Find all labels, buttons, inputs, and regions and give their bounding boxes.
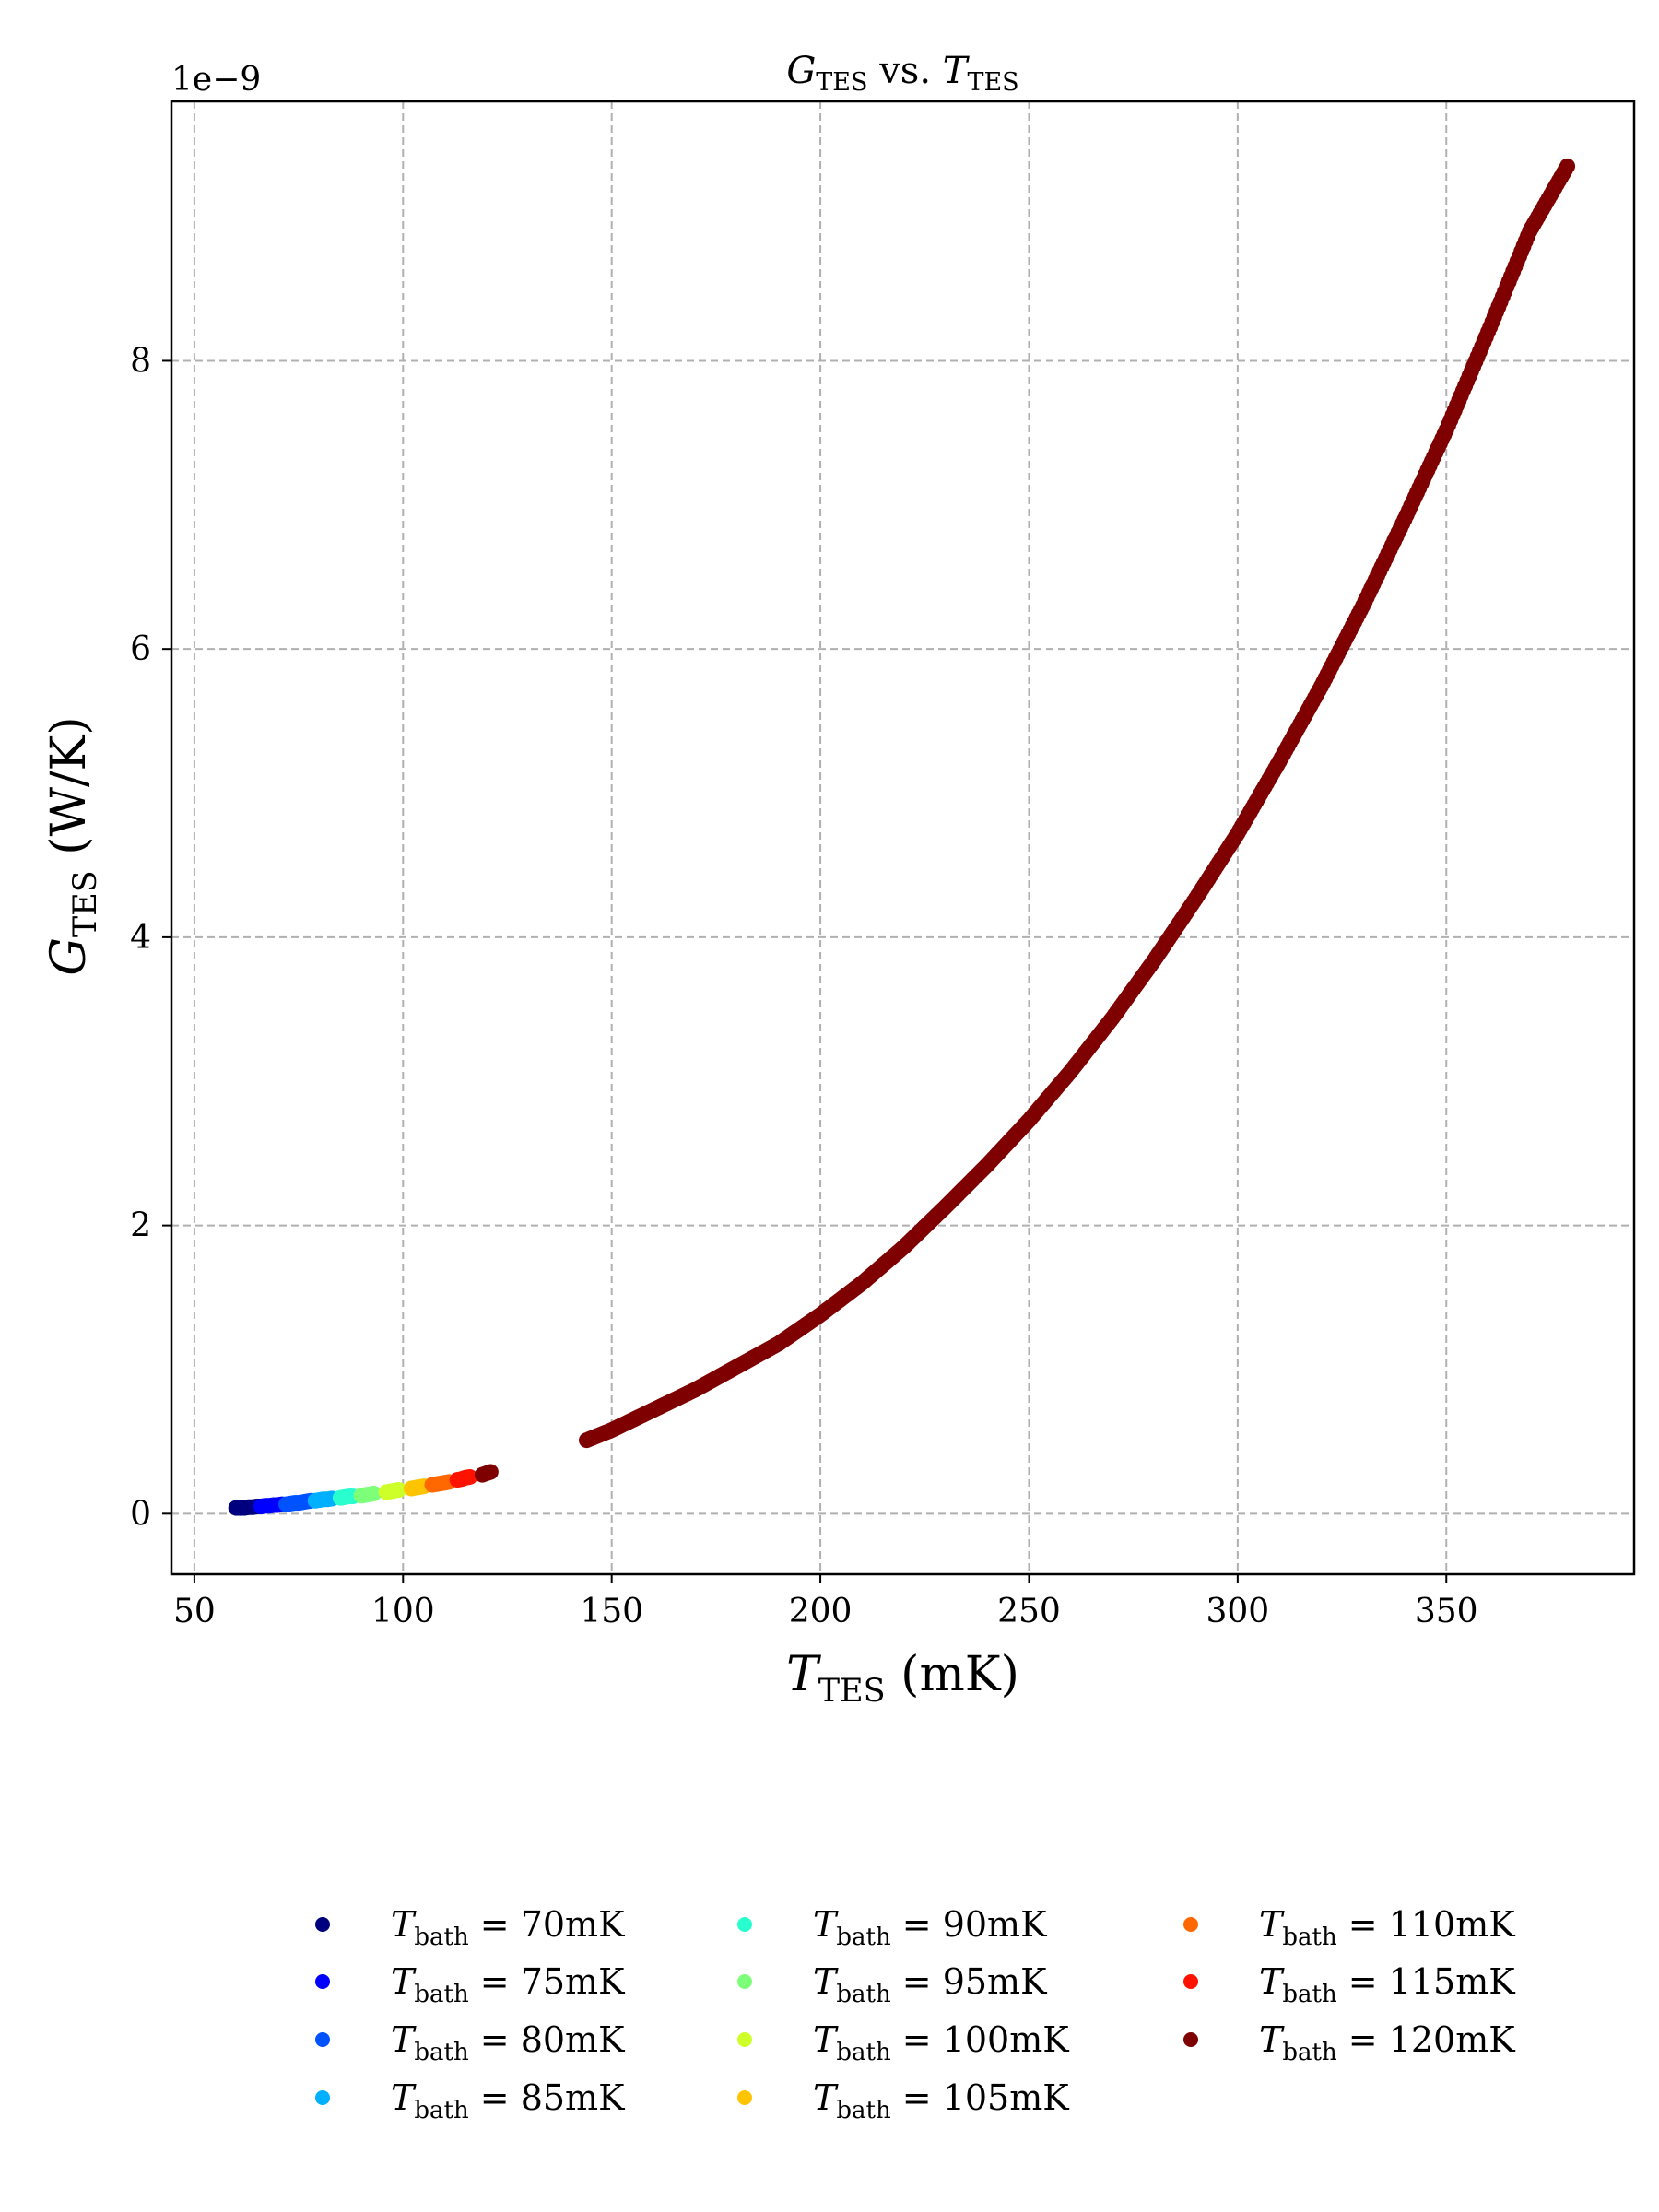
y-tick-label: 8: [130, 342, 151, 380]
legend-marker: [737, 1917, 752, 1932]
y-offset-label: 1e−9: [171, 61, 261, 99]
series: [378, 1482, 407, 1500]
x-tick-label: 200: [789, 1593, 853, 1630]
legend-item: Tbath = 110mK: [1183, 1904, 1515, 1951]
data-point: [482, 1464, 499, 1480]
plot-area: [170, 100, 1636, 1576]
legend-item: Tbath = 115mK: [1183, 1961, 1515, 2008]
legend-label: Tbath = 120mK: [1259, 2019, 1515, 2066]
legend-label: Tbath = 95mK: [813, 1961, 1047, 2008]
y-axis-label: GTES (W/K): [41, 716, 104, 975]
legend-label: Tbath = 100mK: [813, 2019, 1069, 2066]
x-tick-label: 50: [173, 1593, 216, 1630]
series: [474, 158, 1576, 1483]
data-point: [462, 1468, 478, 1485]
legend-marker: [1183, 1974, 1198, 1989]
x-tick-label: 300: [1206, 1593, 1269, 1630]
legend-marker: [315, 2090, 330, 2105]
legend-item: Tbath = 105mK: [737, 2077, 1069, 2124]
legend-item: Tbath = 95mK: [737, 1961, 1047, 2008]
legend-label: Tbath = 70mK: [391, 1904, 625, 1951]
data-point: [1559, 158, 1576, 174]
legend-label: Tbath = 115mK: [1259, 1961, 1515, 2008]
legend-item: Tbath = 100mK: [737, 2019, 1069, 2066]
y-tick-label: 0: [130, 1495, 151, 1533]
axis-ticks: 50 100 150 200 250 300 350 0 2 4 6 8: [130, 342, 1478, 1630]
legend-item: Tbath = 80mK: [315, 2019, 625, 2066]
legend-label: Tbath = 90mK: [813, 1904, 1047, 1951]
data-points: [228, 158, 1576, 1516]
legend-label: Tbath = 110mK: [1259, 1904, 1515, 1951]
x-tick-label: 150: [580, 1593, 643, 1630]
legend-marker: [1183, 2032, 1198, 2047]
series: [353, 1485, 382, 1504]
legend-label: Tbath = 80mK: [391, 2019, 625, 2066]
legend-marker: [737, 2032, 752, 2047]
x-tick-label: 350: [1415, 1593, 1478, 1630]
y-tick-label: 6: [130, 630, 151, 668]
legend-label: Tbath = 105mK: [813, 2077, 1069, 2124]
series: [307, 1490, 340, 1509]
legend-item: Tbath = 90mK: [737, 1904, 1047, 1951]
series: [449, 1468, 478, 1488]
data-point: [366, 1485, 382, 1501]
legend-marker: [315, 1917, 330, 1932]
legend: Tbath = 70mK Tbath = 75mK Tbath = 80mK Tbat…: [315, 1904, 1515, 2124]
legend-marker: [737, 1974, 752, 1989]
legend-label: Tbath = 85mK: [391, 2077, 625, 2124]
legend-marker: [315, 2032, 330, 2047]
legend-marker: [737, 2090, 752, 2105]
y-tick-label: 4: [130, 919, 151, 957]
legend-item: Tbath = 75mK: [315, 1961, 625, 2008]
y-tick-label: 2: [130, 1207, 151, 1245]
legend-item: Tbath = 120mK: [1183, 2019, 1515, 2066]
legend-item: Tbath = 85mK: [315, 2077, 625, 2124]
x-tick-label: 250: [997, 1593, 1061, 1630]
legend-label: Tbath = 75mK: [391, 1961, 625, 2008]
legend-item: Tbath = 70mK: [315, 1904, 625, 1951]
x-tick-label: 100: [371, 1593, 435, 1630]
chart-title: GTES vs. TTES: [786, 50, 1018, 97]
x-axis-label: TTES (mK): [786, 1647, 1019, 1710]
grid: [171, 101, 1634, 1574]
data-point: [391, 1482, 407, 1499]
legend-marker: [1183, 1917, 1198, 1932]
legend-marker: [315, 1974, 330, 1989]
